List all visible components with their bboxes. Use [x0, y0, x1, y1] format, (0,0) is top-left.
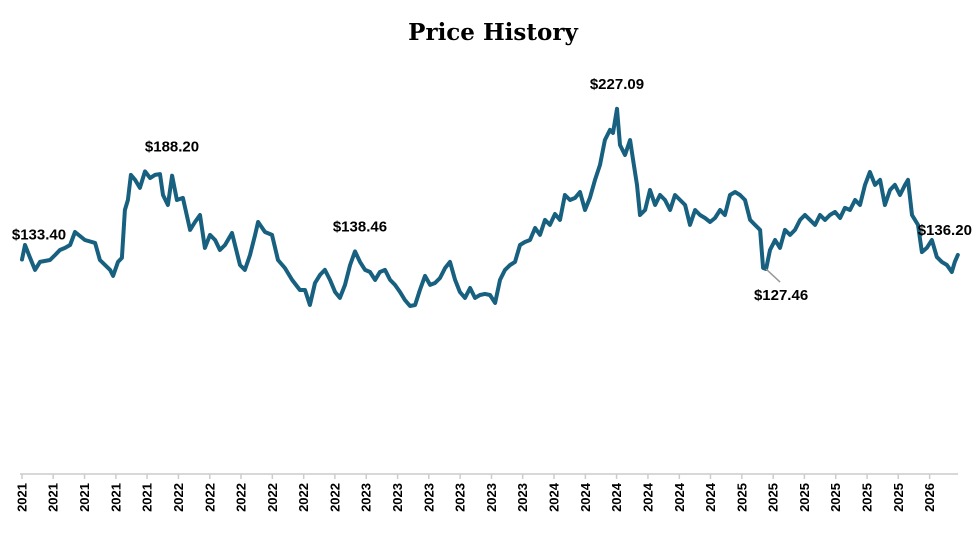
x-tick-label: 2023	[421, 483, 436, 512]
x-tick-label: 2021	[108, 483, 123, 512]
x-tick-label: 2022	[171, 483, 186, 512]
x-tick-label: 2024	[578, 482, 593, 512]
x-tick-label: 2025	[860, 483, 875, 512]
annotation-leader-line	[765, 268, 781, 283]
annotation-label: $133.40	[12, 226, 66, 243]
x-tick-label: 2022	[296, 483, 311, 512]
x-tick-label: 2023	[484, 483, 499, 512]
x-tick-label: 2023	[359, 483, 374, 512]
annotation-label: $138.46	[333, 218, 387, 235]
x-tick-label: 2025	[891, 483, 906, 512]
x-tick-label: 2022	[265, 483, 280, 512]
x-tick-label: 2022	[202, 483, 217, 512]
x-tick-label: 2021	[15, 483, 30, 512]
x-tick-label: 2025	[766, 483, 781, 512]
x-tick-label: 2025	[828, 483, 843, 512]
x-tick-label: 2024	[640, 482, 655, 512]
x-axis-ticks: 2021 2021 2021 2021 2021 2022 2022 2022 2022 2022…	[15, 474, 937, 512]
x-tick-label: 2024	[547, 482, 562, 512]
annotations: $133.40 $188.20 $138.46 $227.09 $127.46 $136.…	[12, 76, 972, 304]
x-tick-label: 2021	[46, 483, 61, 512]
x-tick-label: 2025	[734, 483, 749, 512]
x-tick-label: 2024	[672, 482, 687, 512]
x-tick-label: 2024	[703, 482, 718, 512]
annotation-label: $127.46	[754, 287, 808, 304]
annotation-label: $188.20	[145, 138, 199, 155]
x-tick-label: 2023	[453, 483, 468, 512]
x-tick-label: 2023	[515, 483, 530, 512]
x-tick-label: 2026	[922, 483, 937, 512]
x-tick-label: 2021	[77, 483, 92, 512]
x-tick-label: 2023	[390, 483, 405, 512]
x-tick-label: 2025	[797, 483, 812, 512]
price-line	[20, 106, 960, 308]
x-tick-label: 2021	[140, 483, 155, 512]
x-tick-label: 2022	[233, 483, 248, 512]
annotation-label: $136.20	[918, 222, 972, 239]
x-tick-label: 2024	[609, 482, 624, 512]
annotation-label: $227.09	[590, 76, 644, 93]
x-tick-label: 2022	[327, 483, 342, 512]
chart-title: Price History	[408, 19, 578, 46]
